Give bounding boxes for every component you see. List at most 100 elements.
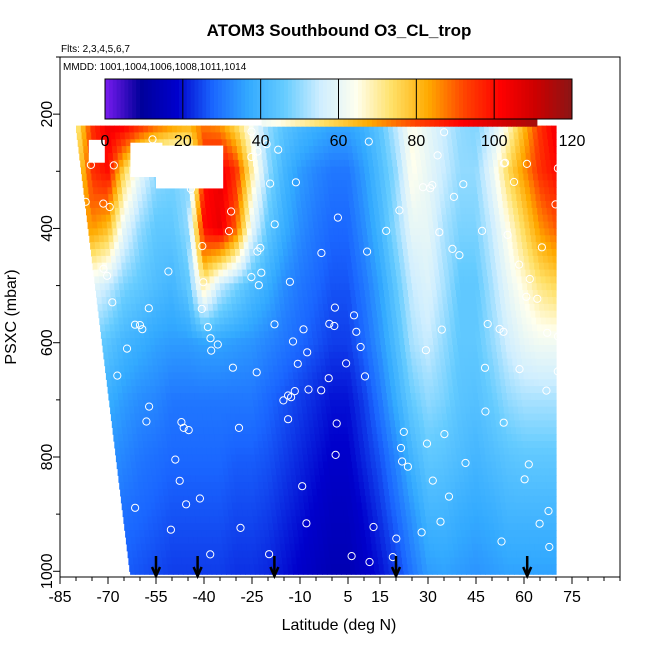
heatmap-cell [121,187,128,195]
heatmap-cell [510,303,516,312]
heatmap-cell [409,262,415,271]
heatmap-cell [243,242,250,250]
heatmap-cell [169,345,176,353]
heatmap-cell [497,194,503,202]
heatmap-cell [511,468,517,476]
heatmap-cell [424,146,430,154]
heatmap-cell [112,345,118,353]
heatmap-cell [248,242,254,250]
heatmap-cell [330,166,336,175]
heatmap-cell [176,399,182,408]
heatmap-cell [294,228,301,236]
heatmap-cell [367,235,374,243]
heatmap-cell [142,393,148,401]
heatmap-cell [330,406,337,415]
heatmap-cell [524,303,531,312]
heatmap-cell [407,406,414,415]
heatmap-cell [391,276,398,284]
heatmap-cell [515,427,522,435]
heatmap-cell [464,317,470,326]
heatmap-cell [430,475,436,483]
heatmap-cell [359,125,365,134]
heatmap-cell [475,132,481,140]
heatmap-cell [234,242,240,250]
heatmap-cell [501,153,508,161]
heatmap-cell [363,475,369,483]
heatmap-cell [477,310,484,319]
heatmap-cell [486,461,492,470]
heatmap-cell [200,125,207,134]
heatmap-cell [222,262,228,271]
heatmap-cell [288,290,294,298]
heatmap-cell [470,173,476,182]
heatmap-cell [357,187,363,195]
heatmap-cell [189,228,195,236]
heatmap-cell [196,406,202,415]
heatmap-cell [308,338,314,346]
heatmap-cell [457,420,463,428]
heatmap-cell [152,441,159,449]
heatmap-cell [480,372,486,380]
heatmap-cell [103,269,109,278]
heatmap-cell [487,269,493,278]
heatmap-cell [344,317,350,326]
heatmap-cell [125,173,131,182]
heatmap-cell [273,173,280,182]
heatmap-cell [550,159,556,168]
heatmap-cell [549,269,555,278]
heatmap-cell [265,221,271,230]
heatmap-cell [168,331,174,339]
heatmap-cell [142,242,149,250]
heatmap-cell [189,194,196,202]
heatmap-cell [209,475,215,483]
heatmap-cell [430,358,437,367]
heatmap-cell [219,475,225,483]
heatmap-cell [300,351,306,360]
heatmap-cell [274,297,280,305]
heatmap-cell [520,468,527,476]
heatmap-cell [329,159,336,168]
heatmap-cell [131,228,138,236]
heatmap-cell [363,201,369,209]
heatmap-cell [467,303,473,312]
heatmap-cell [484,132,491,140]
heatmap-cell [204,351,210,360]
heatmap-cell [137,201,144,209]
heatmap-cell [272,283,279,291]
heatmap-cell [311,365,317,374]
heatmap-cell [512,201,518,209]
heatmap-cell [106,255,112,264]
heatmap-cell [304,303,310,312]
heatmap-cell [517,125,523,134]
heatmap-cell [401,235,407,243]
heatmap-cell [393,290,399,298]
heatmap-cell [459,475,465,483]
heatmap-cell [168,132,174,140]
heatmap-cell [120,331,126,339]
heatmap-cell [437,214,443,223]
heatmap-cell [125,214,131,223]
heatmap-cell [525,310,532,319]
heatmap-cell [435,441,442,449]
heatmap-cell [358,475,364,483]
heatmap-cell [391,235,398,243]
heatmap-cell [245,338,252,346]
heatmap-cell [299,345,305,353]
heatmap-cell [117,194,124,202]
heatmap-cell [252,317,259,326]
heatmap-cell [354,365,361,374]
heatmap-cell [125,139,132,147]
heatmap-cell [285,386,291,394]
heatmap-cell [530,235,537,243]
heatmap-cell [307,454,314,463]
heatmap-cell [464,201,470,209]
heatmap-cell [425,201,432,209]
heatmap-cell [319,235,326,243]
heatmap-cell [460,290,467,298]
heatmap-cell [447,454,453,463]
heatmap-cell [499,255,506,264]
heatmap-cell [551,406,557,415]
heatmap-cell [331,249,337,257]
heatmap-cell [411,399,418,408]
heatmap-cell [258,365,265,374]
